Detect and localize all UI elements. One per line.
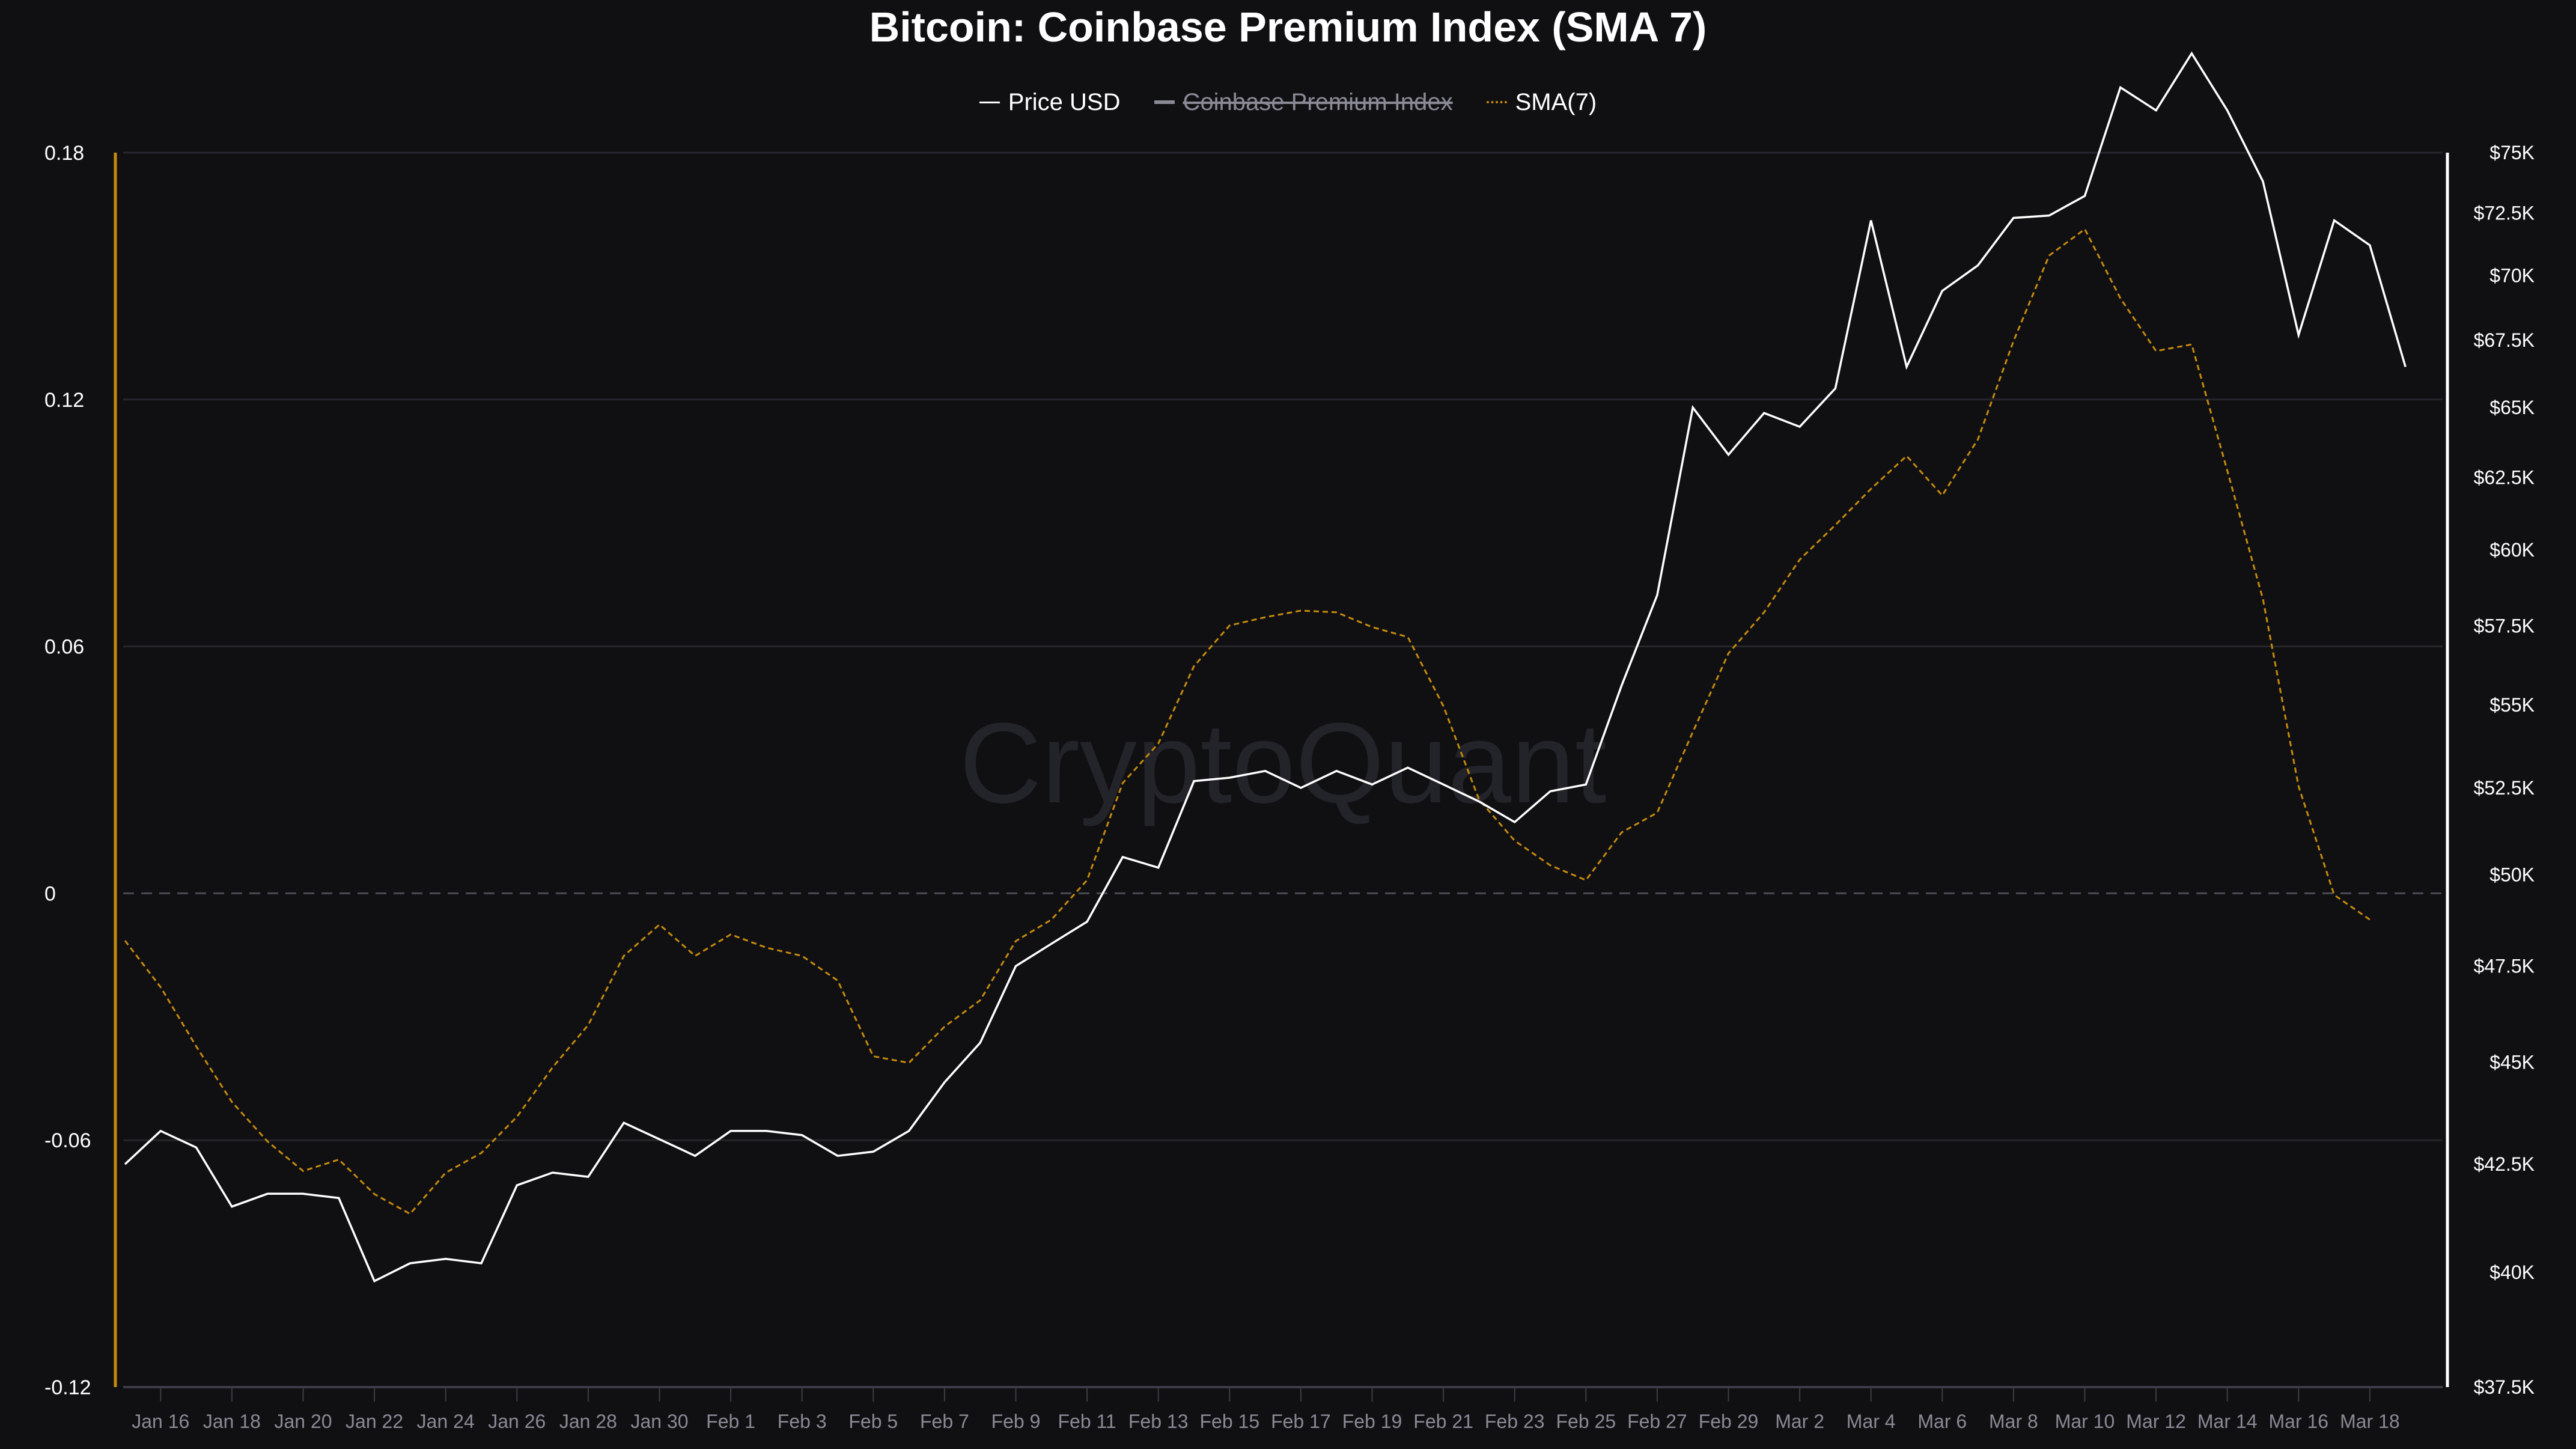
x-axis-tick-label: Feb 21 bbox=[1413, 1411, 1473, 1432]
x-axis-tick-label: Mar 18 bbox=[2340, 1411, 2400, 1432]
x-axis-tick-label: Jan 28 bbox=[559, 1411, 617, 1432]
right-axis-tick-label: $72.5K bbox=[2474, 202, 2535, 224]
x-axis-tick-label: Mar 14 bbox=[2197, 1411, 2258, 1432]
x-axis-tick-label: Jan 30 bbox=[630, 1411, 688, 1432]
left-axis-tick-label: 0.18 bbox=[44, 142, 84, 165]
x-axis-tick-label: Jan 16 bbox=[132, 1411, 189, 1432]
legend-label: SMA(7) bbox=[1515, 89, 1597, 115]
left-axis-tick-label: 0 bbox=[44, 882, 56, 905]
right-axis-tick-label: $42.5K bbox=[2474, 1153, 2535, 1175]
x-axis-tick-label: Feb 7 bbox=[920, 1411, 969, 1432]
x-axis-tick-label: Feb 23 bbox=[1485, 1411, 1545, 1432]
left-axis-tick-label: -0.12 bbox=[44, 1376, 91, 1399]
x-axis-tick-label: Mar 10 bbox=[2055, 1411, 2115, 1432]
right-axis-tick-label: $75K bbox=[2489, 142, 2535, 163]
x-axis-tick-label: Feb 15 bbox=[1199, 1411, 1259, 1432]
sma7-series-line bbox=[124, 228, 2370, 1215]
x-axis-tick-label: Jan 24 bbox=[417, 1411, 475, 1432]
x-axis-tick-label: Jan 22 bbox=[346, 1411, 403, 1432]
legend-label: Coinbase Premium Index bbox=[1183, 89, 1453, 115]
x-axis-tick-label: Mar 16 bbox=[2269, 1411, 2329, 1432]
right-axis-tick-label: $57.5K bbox=[2474, 615, 2535, 636]
legend: Price USD Coinbase Premium Index SMA(7) bbox=[0, 84, 2576, 120]
right-axis-tick-label: $67.5K bbox=[2474, 329, 2535, 351]
x-axis-tick-label: Feb 9 bbox=[991, 1411, 1041, 1432]
x-axis-tick-label: Mar 2 bbox=[1775, 1411, 1824, 1432]
x-axis-tick-label: Mar 4 bbox=[1847, 1411, 1896, 1432]
x-axis-tick-label: Feb 27 bbox=[1627, 1411, 1687, 1432]
left-axis-tick-label: 0.06 bbox=[44, 636, 84, 659]
right-axis-tick-label: $40K bbox=[2489, 1261, 2535, 1283]
x-axis-tick-label: Feb 5 bbox=[848, 1411, 898, 1432]
right-axis-tick-label: $50K bbox=[2489, 864, 2535, 886]
x-axis-ticks: Jan 16 Jan 18 Jan 20 Jan 22 Jan 24 Jan 26 Jan … bbox=[123, 1386, 2443, 1432]
right-axis-tick-label: $52.5K bbox=[2474, 777, 2535, 799]
x-axis-tick-label: Feb 13 bbox=[1128, 1411, 1189, 1432]
right-axis-tick-label: $70K bbox=[2489, 264, 2535, 286]
left-axis-tick-label: -0.06 bbox=[44, 1129, 91, 1152]
right-axis-tick-label: $65K bbox=[2489, 397, 2535, 418]
dotted-line-icon bbox=[1486, 101, 1507, 103]
legend-item-price-usd[interactable]: Price USD bbox=[979, 84, 1121, 120]
x-axis-tick-label: Mar 12 bbox=[2126, 1411, 2186, 1432]
x-axis-tick-label: Feb 29 bbox=[1699, 1411, 1759, 1432]
x-axis-tick-label: Mar 8 bbox=[1989, 1411, 2038, 1432]
solid-line-icon bbox=[1154, 100, 1175, 104]
right-axis-tick-label: $60K bbox=[2489, 539, 2535, 561]
right-axis-tick-label: $45K bbox=[2489, 1052, 2535, 1073]
x-axis-tick-label: Feb 11 bbox=[1058, 1411, 1116, 1432]
x-axis-tick-label: Jan 26 bbox=[488, 1411, 546, 1432]
solid-line-icon bbox=[979, 101, 1000, 103]
left-axis-ticks: 0.18 0.12 0.06 0 -0.06 -0.12 bbox=[44, 142, 91, 1399]
legend-label: Price USD bbox=[1008, 89, 1121, 115]
price-usd-series-line bbox=[124, 51, 2407, 1283]
x-axis-tick-label: Feb 17 bbox=[1271, 1411, 1331, 1432]
right-axis-tick-label: $62.5K bbox=[2474, 466, 2535, 488]
right-axis-ticks: $75K $72.5K $70K $67.5K $65K $62.5K $60K $57.5K… bbox=[2474, 142, 2535, 1398]
watermark: CryptoQuant bbox=[959, 700, 1606, 827]
legend-item-coinbase-premium-index[interactable]: Coinbase Premium Index bbox=[1154, 84, 1453, 120]
x-axis-tick-label: Feb 3 bbox=[778, 1411, 827, 1432]
right-axis-tick-label: $37.5K bbox=[2474, 1376, 2535, 1398]
x-axis-tick-label: Feb 19 bbox=[1342, 1411, 1402, 1432]
legend-item-sma7[interactable]: SMA(7) bbox=[1486, 84, 1597, 120]
x-axis-tick-label: Feb 25 bbox=[1556, 1411, 1616, 1432]
right-axis-tick-label: $47.5K bbox=[2474, 956, 2535, 977]
x-axis-tick-label: Mar 6 bbox=[1917, 1411, 1967, 1432]
right-axis-tick-label: $55K bbox=[2489, 694, 2535, 716]
x-axis-tick-label: Jan 18 bbox=[203, 1411, 261, 1432]
chart-title: Bitcoin: Coinbase Premium Index (SMA 7) bbox=[869, 4, 1707, 50]
left-axis-tick-label: 0.12 bbox=[44, 389, 84, 412]
x-axis-tick-label: Feb 1 bbox=[706, 1411, 755, 1432]
x-axis-tick-label: Jan 20 bbox=[274, 1411, 332, 1432]
